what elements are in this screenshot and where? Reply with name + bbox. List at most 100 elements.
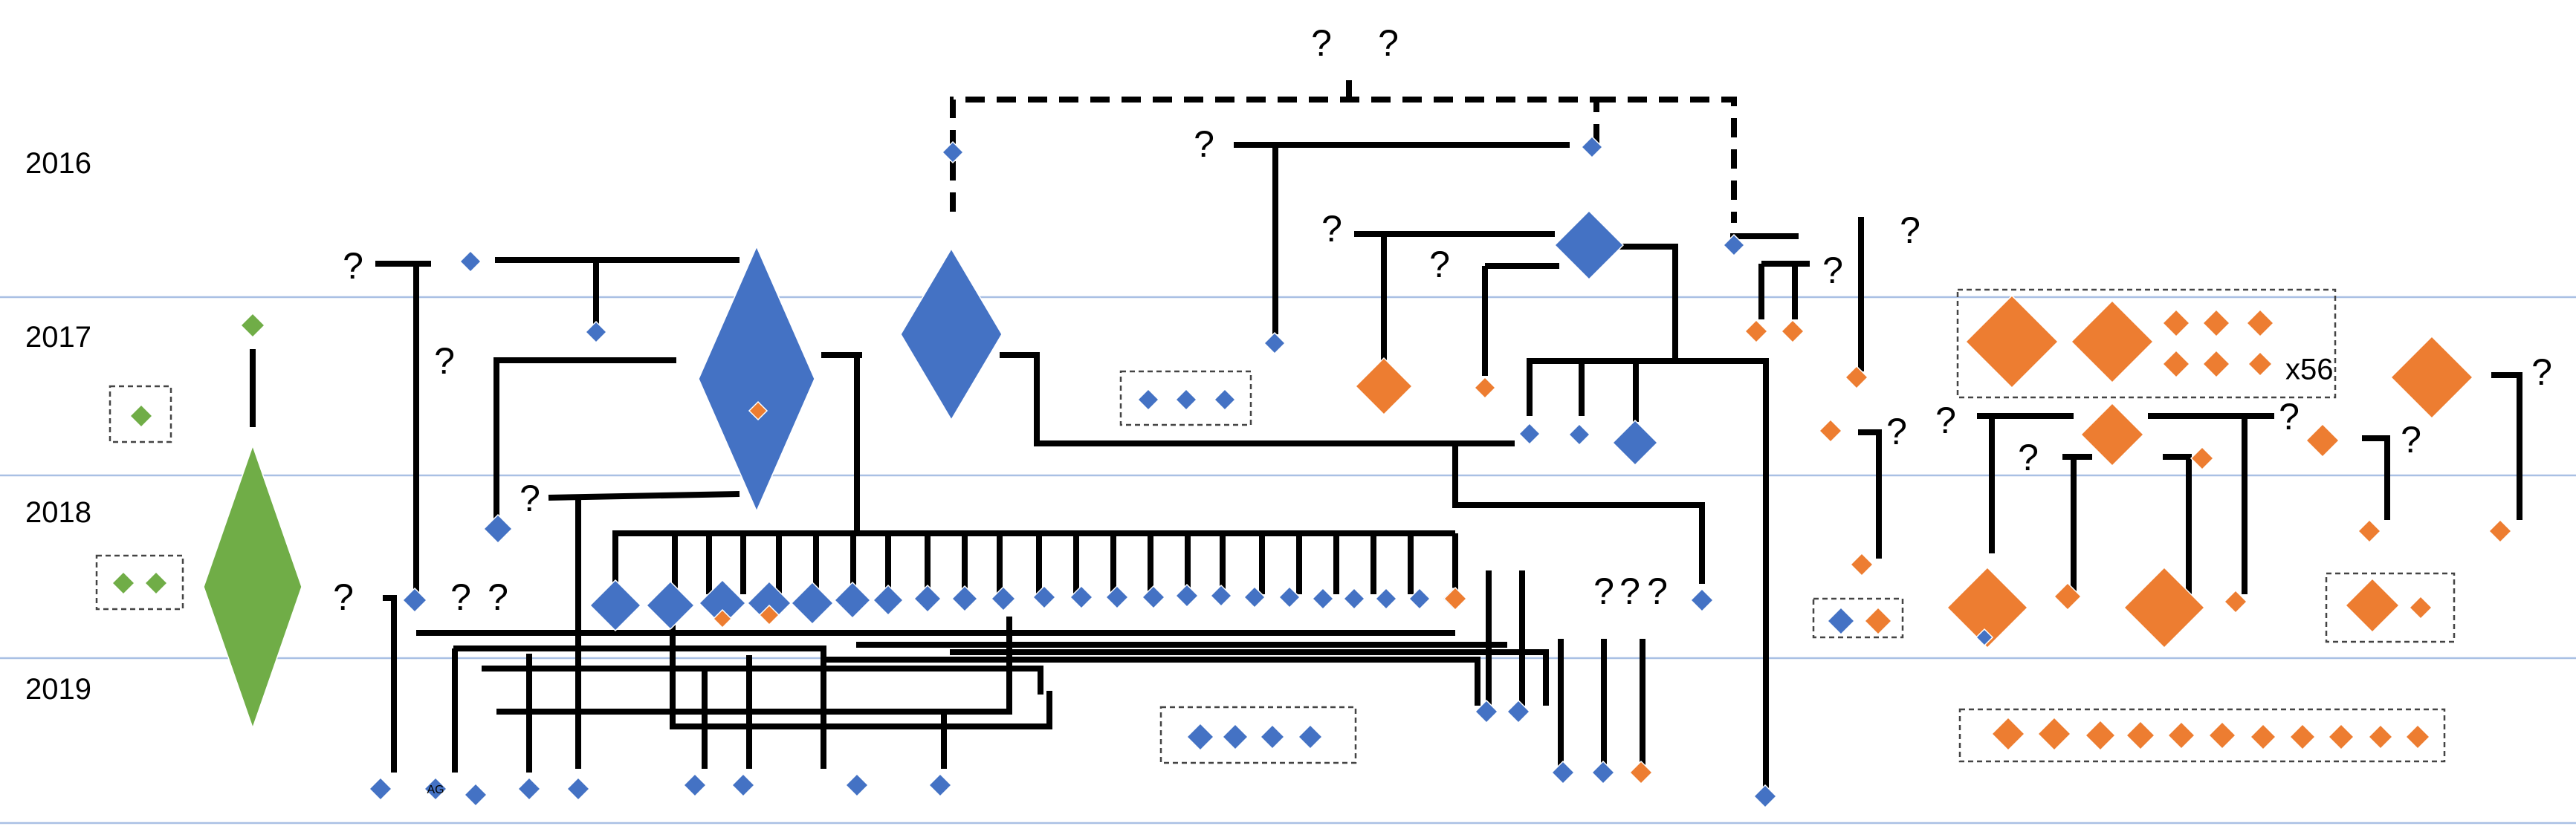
unknown-mark: ? (1429, 244, 1450, 285)
orange-diamond (2408, 595, 2433, 620)
dashed-group-box (1119, 370, 1252, 426)
blue-diamond (1185, 722, 1215, 752)
blue-diamond (463, 782, 488, 807)
blue-diamond (1136, 388, 1160, 412)
unknown-mark: ? (450, 576, 471, 618)
orange-diamond (2190, 446, 2215, 471)
blue-diamond (1689, 588, 1715, 613)
blue-diamond (1243, 585, 1266, 609)
dashed-group-box (1956, 288, 2337, 399)
blue-diamond (589, 579, 642, 632)
orange-diamond (2166, 721, 2196, 750)
small-label: AG (427, 784, 444, 796)
orange-diamond (2327, 723, 2355, 751)
blue-diamond (941, 140, 965, 164)
year-label-2017: 2017 (25, 321, 91, 354)
orange-diamond (2080, 402, 2145, 467)
orange-diamond (2036, 716, 2072, 752)
blue-diamond (1826, 606, 1856, 636)
blue-diamond (1141, 585, 1166, 610)
unknown-mark: ? (1593, 570, 1614, 612)
orange-diamond (758, 604, 780, 626)
dashed-connector-line (950, 97, 1599, 212)
orange-diamond (2053, 582, 2083, 611)
blue-diamond (1213, 388, 1237, 412)
blue-diamond (990, 585, 1017, 612)
connector-line (2491, 372, 2522, 520)
blue-diamond (1550, 760, 1576, 785)
dashed-group-box (95, 554, 184, 611)
orange-diamond (1863, 606, 1893, 636)
count-label: x56 (2285, 354, 2334, 386)
blue-diamond (844, 773, 870, 798)
dashed-group-box (2325, 572, 2456, 643)
connector-line (825, 657, 1480, 706)
orange-diamond (1354, 357, 1414, 416)
connector-line (1858, 429, 1882, 559)
blue-diamond (1590, 760, 1616, 785)
dashed-group-box (1159, 706, 1357, 764)
blue-diamond (584, 320, 608, 344)
connector-line (670, 603, 1052, 729)
orange-diamond (2201, 349, 2231, 379)
orange-diamond (1818, 418, 1843, 443)
blue-diamond (401, 587, 428, 614)
unknown-mark: ? (1935, 400, 1956, 441)
blue-diamond (1611, 419, 1659, 466)
orange-diamond (1844, 365, 1869, 390)
orange-diamond (2288, 723, 2317, 751)
large-blue-diamond (698, 245, 815, 513)
orange-diamond (1473, 376, 1497, 400)
connector-line (2163, 454, 2192, 594)
orange-diamond (2367, 723, 2394, 750)
connector-line (1000, 352, 1515, 446)
unknown-mark: ? (343, 245, 363, 287)
blue-diamond (1722, 233, 1746, 257)
orange-diamond (1990, 716, 2026, 752)
orange-diamond (2247, 351, 2274, 377)
orange-diamond (2223, 589, 2248, 614)
blue-diamond (423, 776, 448, 801)
orange-diamond (2245, 308, 2275, 338)
blue-diamond (1209, 584, 1233, 608)
blue-diamond (790, 581, 835, 625)
blue-diamond (1032, 585, 1057, 610)
year-label-2018: 2018 (25, 496, 91, 529)
year-label-2019: 2019 (25, 673, 91, 706)
blue-diamond (731, 773, 756, 798)
orange-diamond (2404, 723, 2431, 750)
dashed-group-box (109, 385, 172, 443)
blue-diamond (1278, 585, 1301, 609)
orange-diamond (2161, 308, 2191, 338)
green-diamond (239, 312, 266, 339)
unknown-mark: ? (2401, 419, 2421, 461)
unknown-mark: ? (2018, 437, 2039, 478)
connector-line (383, 595, 397, 773)
blue-diamond (1753, 784, 1778, 809)
blue-diamond (928, 773, 953, 798)
connector-line (482, 666, 1043, 695)
unknown-mark: ? (1886, 411, 1907, 452)
green-diamond (143, 570, 169, 596)
unknown-mark: ? (434, 340, 455, 382)
orange-diamond (748, 400, 768, 421)
orange-diamond (2389, 335, 2474, 420)
blue-diamond (872, 584, 904, 617)
blue-diamond (1474, 699, 1499, 724)
orange-diamond (1744, 319, 1769, 344)
unknown-mark: ? (333, 576, 354, 618)
orange-diamond (1628, 760, 1654, 785)
blue-diamond (1408, 587, 1431, 611)
blue-diamond (459, 250, 482, 273)
orange-diamond (2201, 308, 2231, 338)
blue-diamond (1567, 423, 1591, 446)
blue-diamond (833, 581, 872, 620)
blue-diamond (1174, 388, 1198, 412)
connector-line (612, 530, 1455, 594)
blue-diamond (482, 513, 514, 544)
green-diamond (129, 403, 154, 429)
large-green-diamond (203, 443, 302, 730)
orange-diamond (1964, 294, 2059, 389)
year-label-2016: 2016 (25, 147, 91, 180)
